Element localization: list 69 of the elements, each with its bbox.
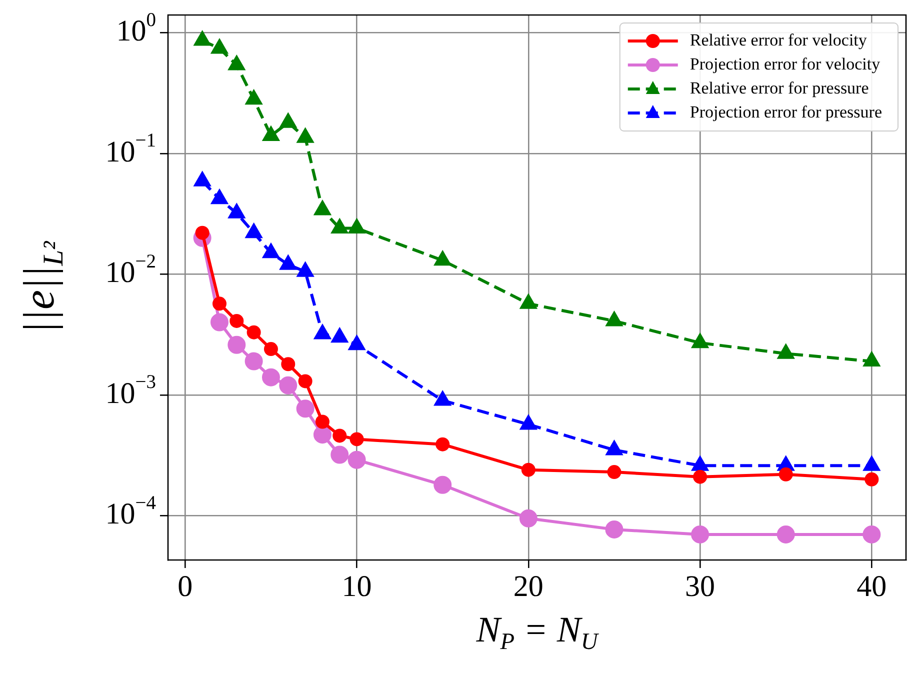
point — [606, 441, 622, 456]
x-tick-label: 30 — [685, 570, 716, 603]
point — [212, 296, 226, 311]
point — [194, 172, 210, 186]
point — [778, 467, 793, 482]
point — [262, 126, 279, 142]
point — [350, 432, 364, 446]
point — [348, 219, 365, 234]
point — [330, 446, 349, 464]
point — [434, 476, 452, 494]
point — [864, 472, 879, 486]
point — [279, 376, 298, 394]
x-tick-label: 0 — [178, 570, 193, 603]
x-tick-label: 20 — [513, 570, 544, 603]
point — [607, 465, 622, 480]
point — [246, 224, 262, 238]
point — [298, 374, 312, 388]
legend-label: Relative error for pressure — [690, 78, 869, 98]
point — [244, 352, 263, 370]
point — [693, 470, 708, 484]
point — [230, 314, 244, 328]
point — [520, 294, 536, 309]
point — [297, 128, 314, 143]
point — [520, 415, 536, 430]
point — [281, 357, 296, 372]
point — [297, 262, 314, 277]
y-axis-title: ||e||L² — [14, 240, 70, 334]
point — [862, 525, 881, 544]
point — [262, 244, 279, 258]
point — [228, 336, 246, 354]
point — [776, 525, 795, 544]
legend-label: Relative error for velocity — [690, 30, 868, 50]
point — [332, 219, 348, 234]
point — [296, 400, 314, 418]
point — [280, 256, 296, 270]
point — [228, 204, 245, 218]
point — [211, 39, 228, 54]
point — [228, 56, 245, 70]
x-tick-label: 10 — [342, 570, 372, 603]
point — [605, 520, 624, 538]
point — [519, 509, 538, 528]
point — [280, 114, 296, 128]
point — [606, 312, 622, 326]
point — [262, 368, 280, 386]
point — [521, 462, 536, 477]
point — [436, 437, 450, 452]
point — [434, 251, 451, 266]
point — [434, 391, 451, 406]
point — [864, 352, 880, 367]
point — [246, 90, 262, 105]
legend-label: Projection error for velocity — [690, 54, 881, 74]
point — [264, 342, 278, 356]
point — [211, 190, 228, 204]
point — [691, 525, 710, 544]
point — [348, 336, 365, 350]
legend-label: Projection error for pressure — [690, 102, 882, 122]
point — [246, 325, 261, 340]
point — [210, 313, 228, 332]
point — [314, 201, 330, 216]
point — [314, 324, 330, 340]
point — [313, 426, 332, 444]
point — [348, 450, 366, 469]
point — [692, 334, 708, 348]
point — [315, 414, 330, 429]
point — [332, 328, 348, 343]
point — [332, 428, 347, 443]
point — [194, 32, 210, 46]
x-tick-label: 40 — [856, 570, 887, 603]
point — [778, 344, 794, 359]
